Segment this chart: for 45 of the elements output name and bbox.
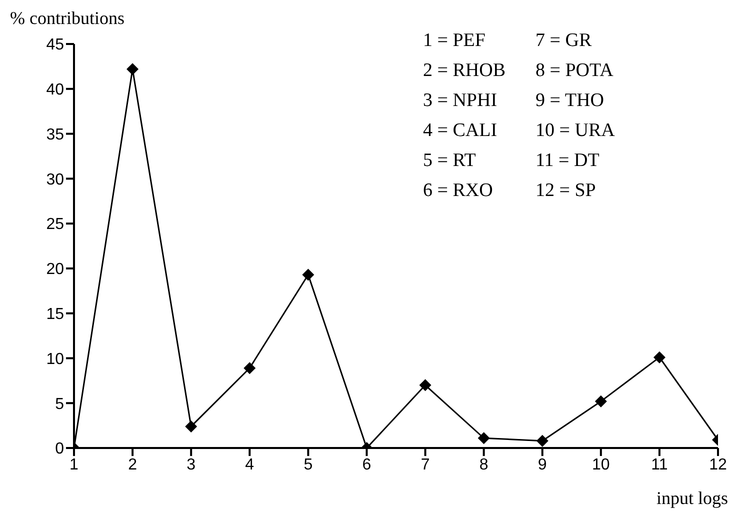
annotation: 2 = RHOB [423, 60, 506, 83]
x-tick-label: 12 [709, 456, 727, 474]
point [419, 379, 432, 392]
point [536, 434, 548, 447]
annotation: 9 = THO [536, 90, 605, 113]
annotation: 10 = URA [536, 120, 615, 143]
y-tick-label: 30 [46, 171, 64, 188]
y-tick-label: 20 [46, 261, 64, 278]
annotation: 4 = CALI [423, 120, 498, 143]
y-tick-label: 25 [46, 216, 64, 234]
y-tick-label: 15 [46, 306, 64, 324]
y-tick-label: 0 [55, 440, 64, 458]
point [594, 395, 607, 408]
x-tick-label: 3 [186, 456, 196, 474]
y-tick-label: 10 [46, 350, 64, 368]
x-tick-label: 8 [479, 456, 488, 474]
annotation: 3 = NPHI [423, 90, 498, 113]
annotation: 11 = DT [536, 150, 600, 173]
x-tick-label: 10 [592, 456, 610, 474]
x-tick-label: 9 [538, 456, 547, 474]
y-tick-label: 40 [46, 82, 64, 99]
x-tick-label: 7 [420, 456, 430, 474]
y-tick-label: 35 [46, 126, 64, 144]
annotation: 5 = RT [423, 150, 477, 173]
annotation: 6 = RXO [423, 180, 494, 203]
x-tick-label: 5 [304, 456, 313, 474]
y-tick-label: 45 [46, 36, 64, 54]
point [478, 432, 490, 444]
y-tick-label: 5 [55, 396, 64, 413]
point [185, 420, 198, 432]
point [126, 63, 139, 76]
x-tick-label: 6 [362, 456, 372, 474]
x-tick-label: 11 [651, 456, 668, 474]
y-axis-title: % contributions [10, 8, 124, 29]
annotation: 8 = POTA [536, 60, 614, 83]
x-axis-title: input logs [656, 488, 728, 509]
x-tick-label: 1 [70, 456, 79, 474]
annotation: 1 = PEF [423, 30, 486, 53]
annotation: 7 = GR [536, 30, 593, 53]
point [244, 362, 256, 374]
annotation: 12 = SP [536, 180, 597, 203]
x-tick-label: 4 [245, 456, 254, 474]
point [653, 351, 666, 364]
x-tick-label: 2 [128, 456, 138, 474]
point [302, 268, 314, 281]
